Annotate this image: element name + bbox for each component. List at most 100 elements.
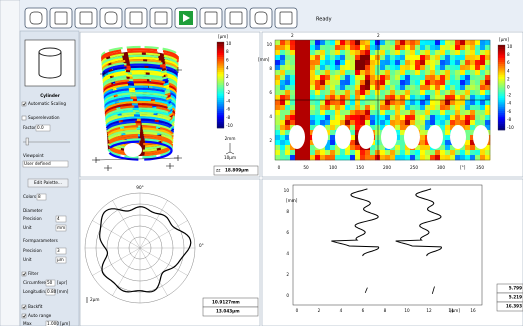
toolbar-button[interactable] bbox=[99, 7, 123, 29]
input[interactable] bbox=[45, 320, 58, 326]
heatmap-cell bbox=[290, 40, 296, 46]
heatmap-cell bbox=[405, 100, 411, 106]
heatmap-cell bbox=[280, 110, 286, 116]
input-value: User defined bbox=[24, 161, 51, 166]
heatmap-cell bbox=[310, 80, 316, 86]
heatmap-cell bbox=[385, 90, 391, 96]
heatmap-cell bbox=[435, 115, 441, 121]
heatmap-cell bbox=[445, 100, 451, 106]
toolbar-button[interactable] bbox=[24, 7, 48, 29]
heatmap-cell bbox=[475, 110, 481, 116]
heatmap-cell bbox=[325, 105, 331, 111]
heatmap-cell bbox=[390, 40, 396, 46]
heatmap-cell bbox=[475, 100, 481, 106]
toolbar-button[interactable] bbox=[199, 7, 223, 29]
unit: [mm] bbox=[57, 289, 69, 294]
heatmap-cell bbox=[310, 110, 316, 116]
toolbar-button[interactable] bbox=[149, 7, 173, 29]
heatmap-cell bbox=[420, 95, 426, 101]
toolbar-button[interactable] bbox=[74, 7, 98, 29]
heatmap-cell bbox=[435, 150, 441, 156]
heatmap-cell bbox=[370, 50, 376, 56]
colorbar-cell bbox=[217, 48, 224, 51]
heatmap-cell bbox=[385, 150, 391, 156]
colorbar-cell bbox=[217, 52, 224, 56]
heatmap-cell bbox=[385, 60, 391, 66]
readout-value: 13.043µm bbox=[216, 309, 240, 314]
heatmap-cell bbox=[315, 90, 321, 96]
heatmap-cell bbox=[415, 115, 421, 121]
heatmap-cell bbox=[480, 150, 486, 156]
heatmap-cell bbox=[485, 60, 491, 66]
heatmap-cell bbox=[410, 85, 416, 91]
colorbar-cell bbox=[498, 81, 505, 84]
heatmap-cell bbox=[355, 40, 361, 46]
heatmap-cell bbox=[365, 110, 371, 116]
heatmap-cell bbox=[415, 120, 421, 126]
input[interactable] bbox=[35, 124, 51, 132]
heatmap-cell bbox=[340, 65, 346, 71]
heatmap-cell bbox=[385, 65, 391, 71]
heatmap-cell bbox=[295, 95, 301, 101]
checkbox[interactable] bbox=[21, 313, 27, 319]
checkbox[interactable] bbox=[21, 304, 27, 310]
heatmap-cell bbox=[435, 85, 441, 91]
heatmap-cell bbox=[355, 145, 361, 151]
heatmap-cell bbox=[420, 110, 426, 116]
colorbar-cell bbox=[498, 70, 505, 73]
heatmap-cell bbox=[365, 50, 371, 56]
heatmap-cell bbox=[465, 80, 471, 86]
heatmap-cell bbox=[470, 85, 476, 91]
heatmap-cell bbox=[475, 90, 481, 96]
heatmap-cell bbox=[480, 115, 486, 121]
heatmap-cell bbox=[400, 80, 406, 86]
colorbar-tick-label: 10 bbox=[226, 41, 232, 46]
heatmap-cell bbox=[480, 110, 486, 116]
heatmap-cell bbox=[450, 120, 456, 126]
heatmap-cell bbox=[335, 95, 341, 101]
heatmap-cell bbox=[310, 145, 316, 151]
slider-thumb[interactable] bbox=[25, 137, 29, 146]
colorbar-cell bbox=[498, 108, 505, 112]
input[interactable] bbox=[36, 193, 47, 201]
heatmap-cell bbox=[325, 120, 331, 126]
input[interactable] bbox=[45, 279, 56, 287]
icon bbox=[229, 11, 243, 25]
heatmap-cell bbox=[435, 60, 441, 66]
input[interactable] bbox=[55, 256, 67, 264]
heatmap-cell bbox=[350, 80, 356, 86]
play-icon bbox=[183, 14, 190, 22]
toolbar-button[interactable] bbox=[274, 7, 298, 29]
heatmap-cell bbox=[380, 105, 386, 111]
heatmap-cell bbox=[415, 125, 421, 131]
checkbox[interactable] bbox=[21, 101, 27, 107]
checkbox[interactable] bbox=[21, 115, 27, 121]
heatmap-cell bbox=[320, 80, 326, 86]
heatmap-cell bbox=[300, 85, 306, 91]
status-text: Ready bbox=[316, 17, 332, 23]
button[interactable] bbox=[27, 178, 69, 188]
heatmap-cell bbox=[430, 120, 436, 126]
heatmap-cell bbox=[415, 100, 421, 106]
surface-ring bbox=[105, 116, 175, 137]
heatmap-cell bbox=[400, 120, 406, 126]
heatmap-cell bbox=[445, 80, 451, 86]
heatmap-cell bbox=[305, 85, 311, 91]
toolbar-button[interactable] bbox=[124, 7, 148, 29]
toolbar-button[interactable] bbox=[249, 7, 273, 29]
x-tick-label: 0 bbox=[278, 165, 281, 170]
input[interactable] bbox=[55, 224, 67, 232]
heatmap-cell bbox=[335, 145, 341, 151]
input[interactable] bbox=[55, 247, 67, 255]
heatmap-cell bbox=[410, 60, 416, 66]
toolbar-button[interactable] bbox=[49, 7, 73, 29]
input[interactable] bbox=[22, 160, 69, 168]
heatmap-cell bbox=[290, 105, 296, 111]
input[interactable] bbox=[55, 215, 67, 223]
heatmap-cell bbox=[440, 70, 446, 76]
toolbar-button[interactable] bbox=[224, 7, 248, 29]
heatmap-cell bbox=[325, 110, 331, 116]
checkbox[interactable] bbox=[21, 271, 27, 277]
input[interactable] bbox=[45, 288, 56, 296]
heatmap-cell bbox=[370, 45, 376, 51]
